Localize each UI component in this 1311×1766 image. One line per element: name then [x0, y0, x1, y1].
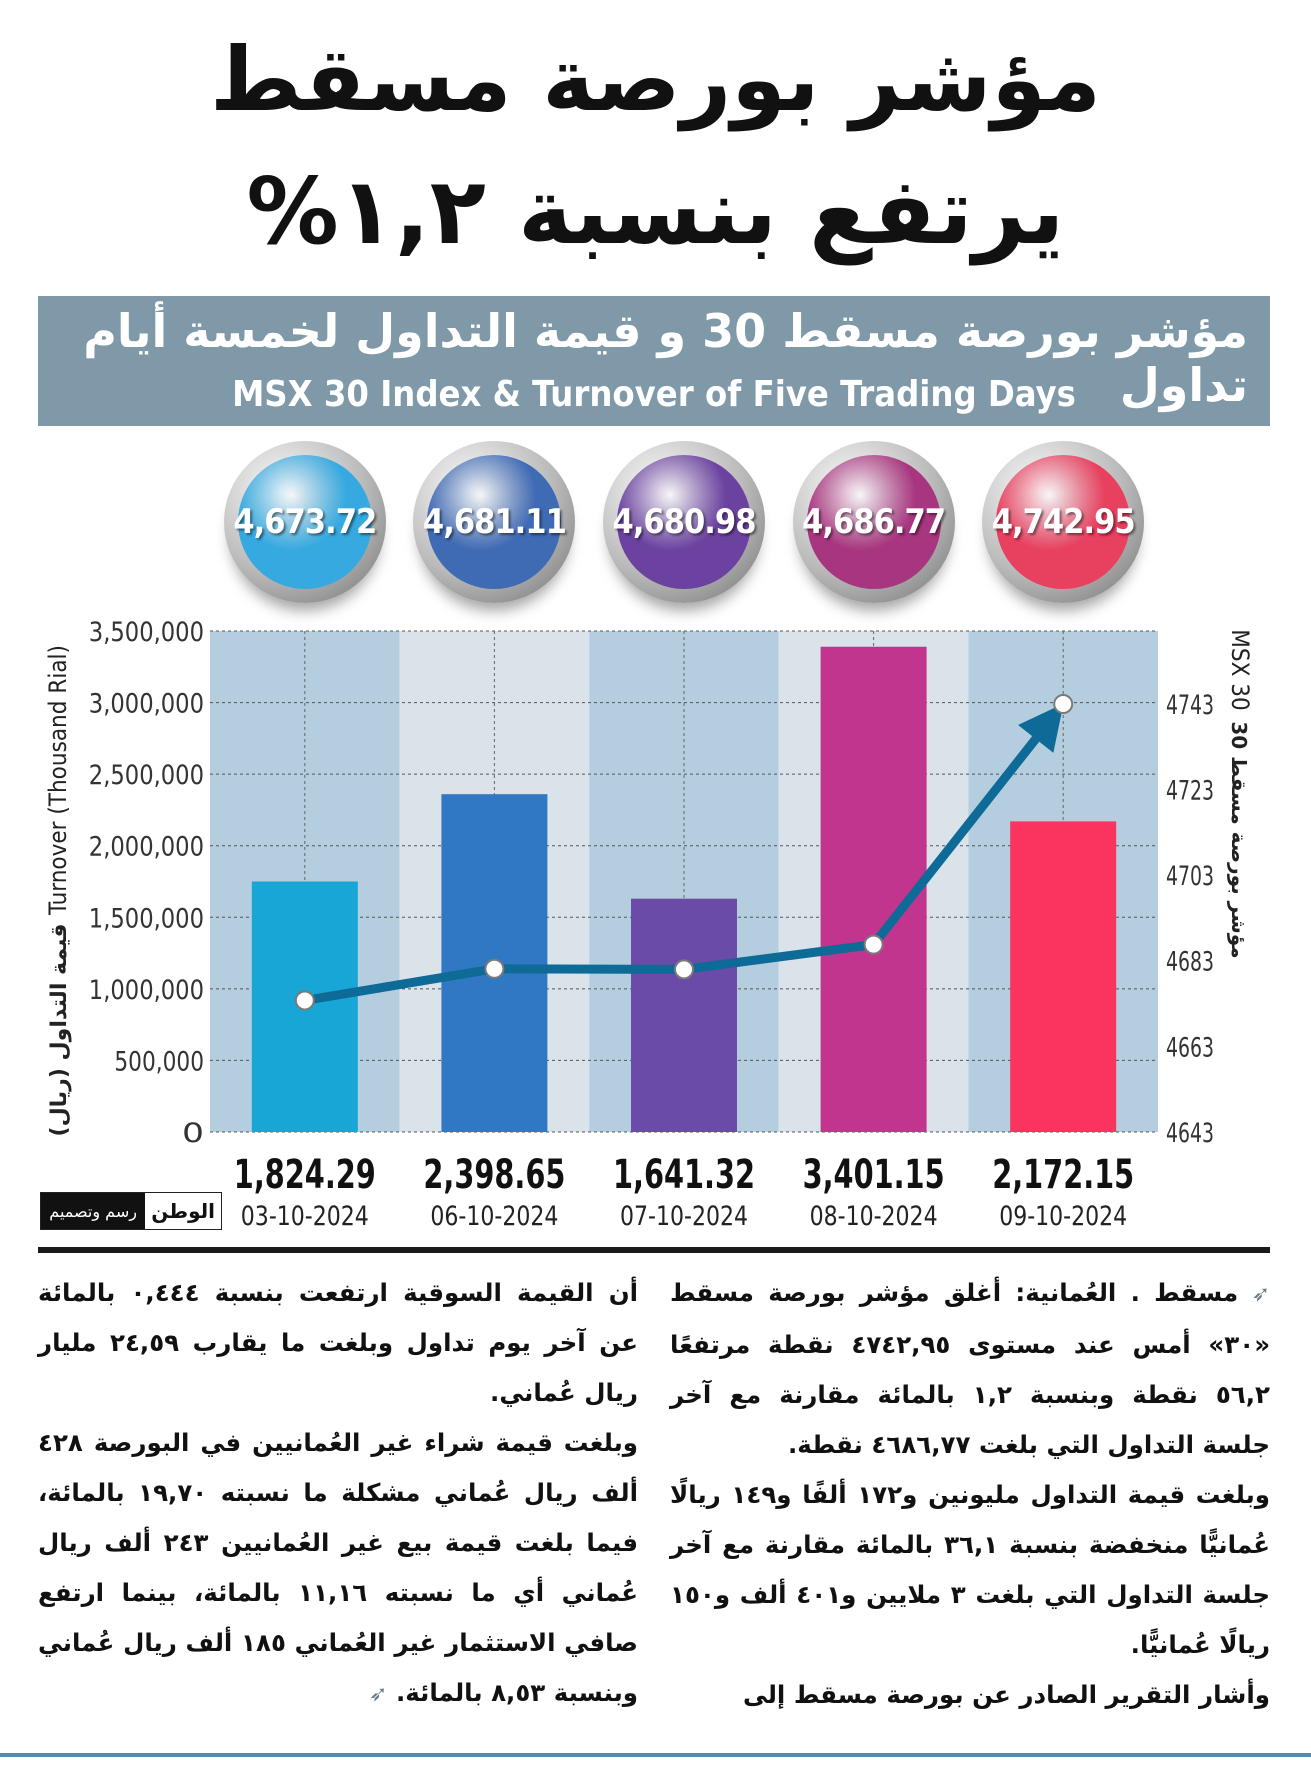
left-axis-tick-label: 1,000,000: [89, 975, 204, 1006]
date-label: 08-10-2024: [810, 1201, 938, 1232]
right-axis-label-arabic: مؤشر بورصة مسقط 30: [1227, 721, 1251, 958]
article-paragraph: وأشار التقرير الصادر عن بورصة مسقط إلى: [670, 1670, 1270, 1720]
date-label: 06-10-2024: [430, 1201, 558, 1232]
turnover-value-label: 1,824.29: [234, 1152, 376, 1198]
index-point: [863, 934, 884, 955]
left-axis-tick-label: 500,000: [114, 1046, 204, 1077]
article-text: أن القيمة السوقية ارتفعت بنسبة ٠,٤٤٤ بال…: [38, 1278, 638, 1407]
index-point: [484, 958, 505, 979]
headline-line-2: يرتفع بنسبة ١,٢%: [246, 158, 1065, 265]
left-axis-tick-label: 1,500,000: [89, 903, 204, 934]
publisher-logo: الوطن رسم وتصميم: [40, 1192, 222, 1230]
right-axis-tick-label: 4723: [1166, 775, 1214, 806]
date-label: 03-10-2024: [241, 1201, 369, 1232]
bird-icon: ➶: [368, 1682, 388, 1707]
turnover-bar: [631, 898, 737, 1132]
turnover-value-label: 3,401.15: [803, 1152, 945, 1198]
turnover-value-label: 2,172.15: [992, 1152, 1134, 1198]
index-point: [1053, 694, 1074, 715]
article-text: مسقط . العُمانية: أغلق مؤشر بورصة مسقط «…: [670, 1278, 1271, 1459]
turnover-bar: [820, 646, 927, 1132]
banner-title-english: MSX 30 Index & Turnover of Five Trading …: [232, 374, 1076, 415]
chart: 0 500,000 1,000,000 1,500,000 2,000,000 2,500…: [44, 617, 1254, 1232]
left-axis-tick-label: 0: [182, 1118, 204, 1149]
article-text: وأشار التقرير الصادر عن بورصة مسقط إلى: [742, 1680, 1270, 1709]
index-bubble: 4,680.98: [603, 441, 765, 603]
section-divider: [38, 1247, 1270, 1253]
index-value-label: 4,673.72: [233, 455, 377, 589]
right-axis-tick-label: 4703: [1166, 861, 1214, 892]
article-paragraph: وبلغت قيمة التداول مليونين و١٧٢ ألفًا و١…: [670, 1470, 1270, 1670]
headline-line-1: مؤشر بورصة مسقط: [209, 28, 1102, 131]
turnover-value-label: 1,641.32: [613, 1152, 755, 1198]
right-axis-tick-label: 4643: [1166, 1118, 1214, 1149]
article-column-right: ➶ مسقط . العُمانية: أغلق مؤشر بورصة مسقط…: [670, 1268, 1270, 1720]
index-value-label: 4,681.11: [423, 455, 567, 589]
right-axis-tick-label: 4683: [1166, 947, 1214, 978]
left-axis-tick-label: 2,500,000: [89, 760, 204, 791]
article-paragraph: أن القيمة السوقية ارتفعت بنسبة ٠,٤٤٤ بال…: [38, 1268, 638, 1418]
index-value-label: 4,680.98: [613, 455, 756, 589]
article-paragraph: وبلغت قيمة شراء غير العُمانيين في البورص…: [38, 1418, 638, 1720]
logo-mark: الوطن: [145, 1193, 221, 1229]
index-bubble: 4,673.72: [223, 441, 386, 603]
index-bubble: 4,681.11: [413, 441, 576, 603]
turnover-value-label: 2,398.65: [423, 1152, 565, 1198]
index-point: [294, 990, 315, 1011]
logo-text: رسم وتصميم: [41, 1193, 146, 1229]
index-bubble: 4,742.95: [982, 441, 1145, 603]
left-axis-label-arabic: قيمة التداول (ريال): [47, 924, 72, 1137]
left-axis-tick-label: 3,000,000: [89, 689, 204, 720]
date-label: 09-10-2024: [999, 1201, 1127, 1232]
chart-banner: مؤشر بورصة مسقط 30 و قيمة التداول لخمسة …: [38, 296, 1270, 426]
bottom-rule: [0, 1753, 1311, 1757]
bird-icon: ➶: [1238, 1282, 1271, 1307]
turnover-bar: [1010, 821, 1117, 1132]
left-axis-label-english: Turnover (Thousand Rial): [44, 645, 72, 916]
article-text: وبلغت قيمة التداول مليونين و١٧٢ ألفًا و١…: [670, 1480, 1270, 1659]
right-axis-tick-label: 4743: [1166, 690, 1214, 721]
article-text: وبلغت قيمة شراء غير العُمانيين في البورص…: [38, 1428, 638, 1707]
index-value-label: 4,686.77: [802, 455, 946, 589]
article-paragraph: ➶ مسقط . العُمانية: أغلق مؤشر بورصة مسقط…: [670, 1268, 1270, 1470]
index-point: [674, 959, 694, 980]
article-column-left: أن القيمة السوقية ارتفعت بنسبة ٠,٤٤٤ بال…: [38, 1268, 638, 1720]
left-axis-tick-label: 3,500,000: [89, 617, 204, 648]
banner-title-arabic: مؤشر بورصة مسقط 30 و قيمة التداول لخمسة …: [83, 304, 1248, 412]
left-axis-tick-label: 2,000,000: [89, 832, 204, 863]
index-value-label: 4,742.95: [992, 455, 1136, 589]
index-bubble: 4,686.77: [792, 441, 955, 603]
date-label: 07-10-2024: [620, 1201, 748, 1232]
right-axis-label-english: MSX 30: [1226, 629, 1254, 710]
right-axis-tick-label: 4663: [1166, 1032, 1214, 1063]
